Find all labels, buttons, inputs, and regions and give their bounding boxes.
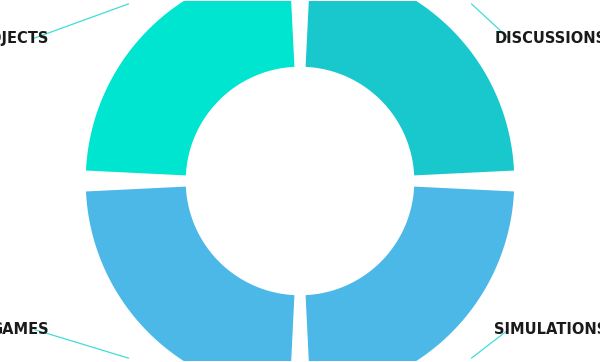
Text: SIMULATIONS: SIMULATIONS (494, 322, 600, 337)
Text: DISCUSSIONS: DISCUSSIONS (494, 31, 600, 46)
Text: PROJECTS: PROJECTS (0, 31, 49, 46)
Polygon shape (86, 0, 295, 176)
Text: GAMES: GAMES (0, 322, 49, 337)
Polygon shape (305, 186, 514, 362)
Polygon shape (305, 0, 514, 176)
Polygon shape (86, 186, 295, 362)
